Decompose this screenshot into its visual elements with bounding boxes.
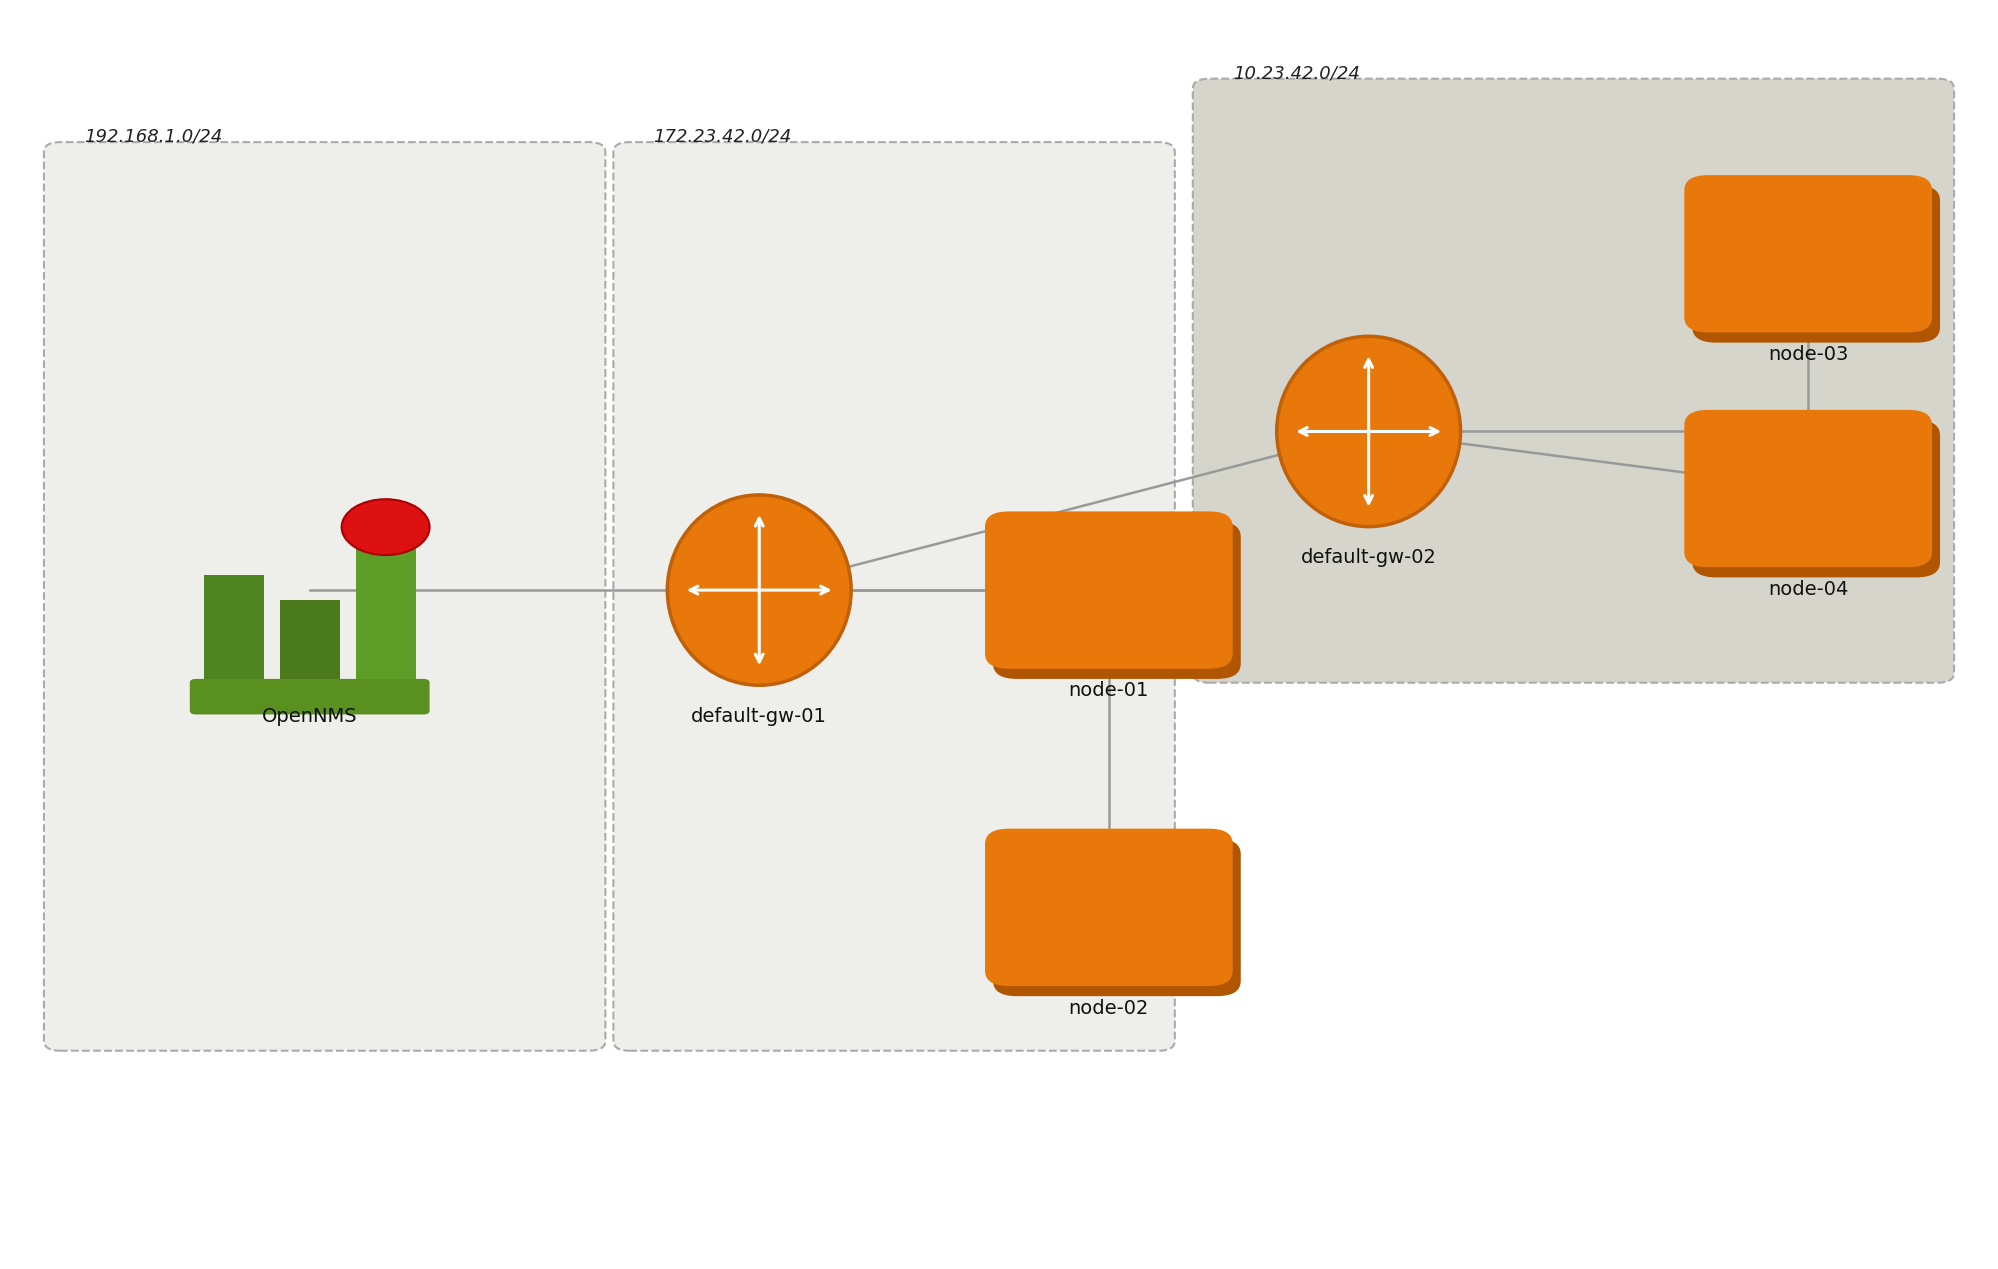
FancyBboxPatch shape bbox=[190, 679, 430, 714]
Text: 172.23.42.0/24: 172.23.42.0/24 bbox=[653, 128, 791, 146]
Text: node-04: node-04 bbox=[1768, 580, 1848, 599]
FancyBboxPatch shape bbox=[985, 511, 1233, 669]
Text: node-01: node-01 bbox=[1069, 681, 1149, 700]
Text: default-gw-01: default-gw-01 bbox=[691, 707, 827, 726]
FancyBboxPatch shape bbox=[993, 522, 1241, 679]
FancyBboxPatch shape bbox=[1684, 410, 1932, 567]
Ellipse shape bbox=[667, 495, 851, 685]
FancyBboxPatch shape bbox=[1684, 175, 1932, 332]
FancyBboxPatch shape bbox=[613, 142, 1175, 1051]
FancyBboxPatch shape bbox=[1692, 420, 1940, 577]
Text: 192.168.1.0/24: 192.168.1.0/24 bbox=[84, 128, 222, 146]
Text: 10.23.42.0/24: 10.23.42.0/24 bbox=[1233, 65, 1361, 82]
Text: OpenNMS: OpenNMS bbox=[262, 707, 358, 726]
Text: default-gw-02: default-gw-02 bbox=[1301, 548, 1437, 567]
FancyBboxPatch shape bbox=[993, 839, 1241, 996]
FancyBboxPatch shape bbox=[1193, 79, 1954, 683]
FancyBboxPatch shape bbox=[1692, 185, 1940, 343]
Bar bbox=[280, 600, 340, 683]
Bar bbox=[204, 575, 264, 683]
FancyBboxPatch shape bbox=[44, 142, 605, 1051]
FancyBboxPatch shape bbox=[985, 829, 1233, 986]
Text: node-03: node-03 bbox=[1768, 345, 1848, 364]
Bar bbox=[356, 549, 416, 683]
Circle shape bbox=[342, 499, 430, 555]
Text: node-02: node-02 bbox=[1069, 999, 1149, 1018]
Ellipse shape bbox=[1277, 336, 1461, 527]
